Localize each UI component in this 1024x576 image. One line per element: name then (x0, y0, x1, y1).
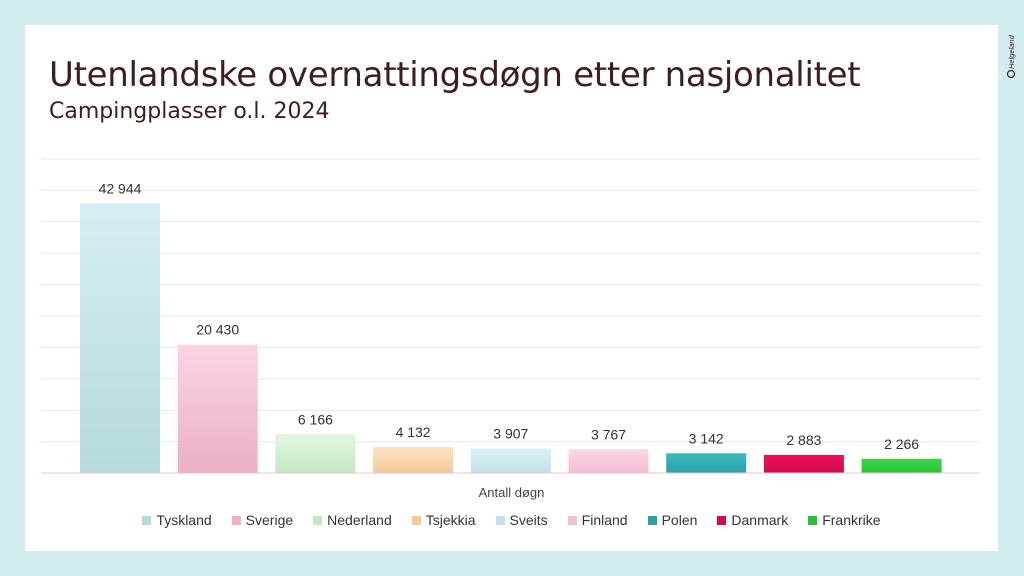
data-label: 2 883 (786, 432, 821, 448)
data-label: 20 430 (196, 322, 239, 338)
legend-label: Tsjekkia (425, 512, 476, 528)
legend-item-frankrike: Frankrike (808, 512, 881, 528)
bar-nederland (275, 434, 356, 473)
data-label: 6 166 (298, 411, 333, 427)
bar-danmark (763, 454, 844, 473)
bar-chart: 42 944 20 430 6 166 4 132 3 907 3 767 3 142 2 8… (41, 158, 980, 474)
bar-frankrike (861, 458, 942, 473)
bar-polen (666, 453, 747, 473)
chart-card: Utenlandske overnattingsdøgn etter nasjo… (25, 25, 998, 551)
data-label: 3 142 (689, 430, 724, 446)
legend-item-nederland: Nederland (313, 512, 392, 528)
legend-label: Nederland (327, 512, 392, 528)
legend-swatch (717, 515, 727, 525)
legend-item-polen: Polen (647, 512, 698, 528)
legend-label: Sveits (509, 512, 548, 528)
chart-subtitle: Campingplasser o.l. 2024 (49, 99, 330, 124)
legend-item-finland: Finland (567, 512, 628, 528)
legend-label: Sverige (245, 512, 294, 528)
legend-item-sverige: Sverige (231, 512, 294, 528)
legend-label: Tyskland (156, 512, 212, 528)
legend-swatch (647, 515, 657, 525)
bar-tsjekkia (373, 447, 454, 473)
data-label: 42 944 (99, 180, 142, 196)
bar-sveits (470, 448, 551, 473)
legend-swatch (567, 515, 577, 525)
legend-item-tsjekkia: Tsjekkia (411, 512, 476, 528)
legend-item-sveits: Sveits (495, 512, 548, 528)
helgeland-logo: Helgeland (1006, 34, 1016, 79)
chart-title: Utenlandske overnattingsdøgn etter nasjo… (49, 55, 861, 95)
logo-mark-icon (1006, 69, 1016, 79)
x-axis-label: Antall døgn (478, 485, 545, 500)
legend-item-danmark: Danmark (717, 512, 788, 528)
legend-label: Polen (661, 512, 698, 528)
bar-finland (568, 449, 649, 473)
legend-label: Danmark (731, 512, 789, 528)
legend-swatch (808, 515, 818, 525)
logo-text: Helgeland (1007, 34, 1016, 69)
legend-swatch (231, 515, 241, 525)
legend-swatch (142, 515, 152, 525)
bar-tyskland (80, 203, 160, 473)
legend: Tyskland Sverige Nederland Tsjekkia Sveits Fi… (25, 512, 998, 528)
legend-label: Frankrike (822, 512, 881, 528)
legend-label: Finland (581, 512, 628, 528)
legend-swatch (411, 515, 421, 525)
data-label: 3 767 (591, 426, 626, 442)
legend-swatch (495, 515, 505, 525)
bar-sverige (177, 344, 258, 473)
data-label: 3 907 (493, 425, 528, 441)
data-label: 4 132 (396, 424, 431, 440)
data-label: 2 266 (884, 436, 919, 452)
legend-swatch (313, 515, 323, 525)
legend-item-tyskland: Tyskland (142, 512, 212, 528)
